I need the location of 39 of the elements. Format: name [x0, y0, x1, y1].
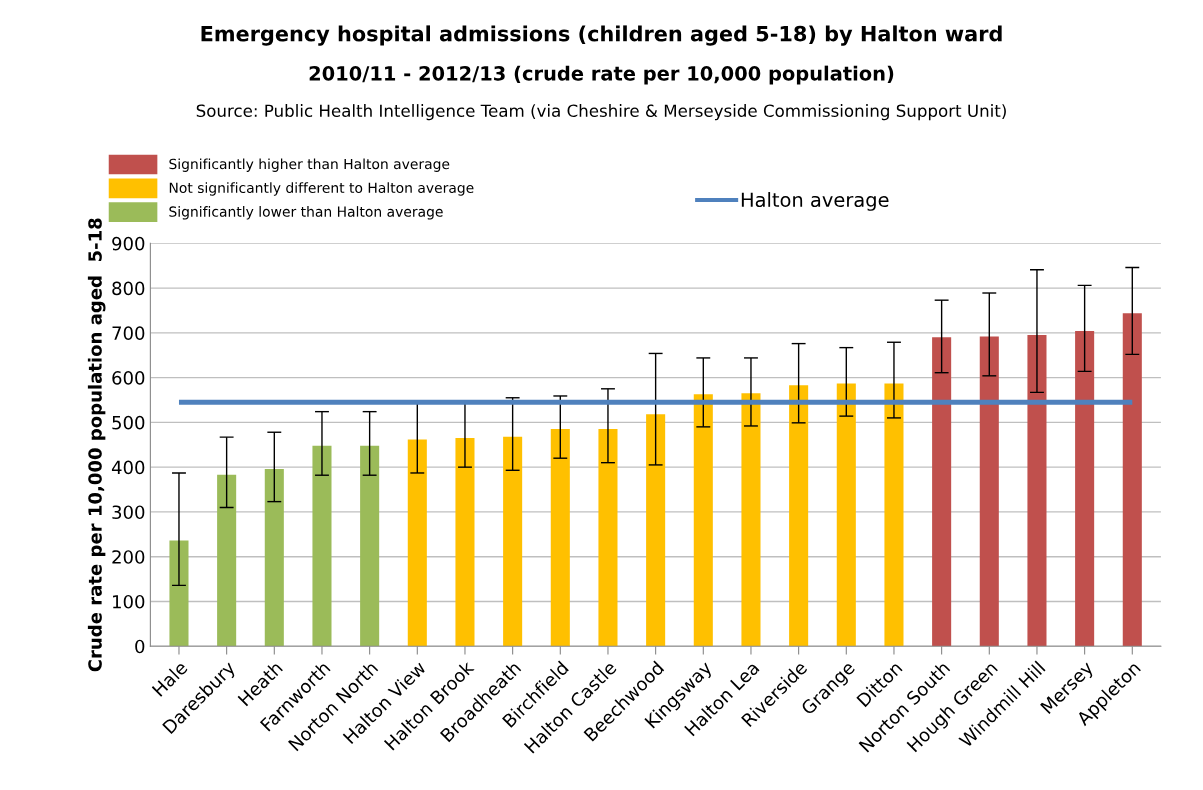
legend-label: Significantly lower than Halton average — [169, 206, 443, 220]
source-note: Source: Public Health Intelligence Team (via Cheshire & Merseyside Commissioning Support Unit) — [196, 104, 1006, 121]
bar — [1075, 331, 1095, 647]
y-tick-label: 500 — [112, 415, 145, 430]
bar — [884, 383, 904, 647]
bar — [312, 445, 332, 647]
bar — [407, 439, 427, 647]
bar — [932, 337, 952, 647]
y-tick-label: 600 — [112, 371, 145, 385]
bar — [217, 474, 237, 647]
bar — [789, 385, 809, 647]
bar — [598, 429, 618, 647]
y-tick-label: 400 — [111, 460, 145, 475]
bar — [169, 540, 189, 647]
legend-label: Significantly higher than Halton average — [169, 158, 450, 172]
bar — [1027, 335, 1047, 647]
bar — [693, 394, 713, 647]
bar — [455, 438, 475, 647]
y-tick-label: 700 — [112, 326, 145, 340]
legend-label: Not significantly different to Halton average — [169, 182, 474, 196]
bar — [1122, 313, 1142, 647]
y-tick-label: 200 — [112, 550, 145, 564]
bar — [836, 383, 856, 647]
y-tick-label: 0 — [135, 639, 145, 654]
legend-label: Halton average — [741, 192, 889, 211]
y-tick-label: 900 — [112, 236, 145, 251]
y-tick-label: 100 — [113, 594, 145, 609]
bar — [360, 445, 380, 647]
chart-subtitle: 2010/11 - 2012/13 (crude rate per 10,000 population) — [309, 65, 894, 85]
bar — [979, 336, 999, 647]
bar — [741, 393, 761, 647]
y-axis-title: Crude rate per 10,000 population aged 5-18 — [87, 218, 106, 672]
y-tick-label: 800 — [112, 281, 145, 296]
bar — [550, 429, 570, 647]
bar — [646, 414, 666, 647]
bar — [264, 468, 284, 647]
bar — [503, 436, 523, 647]
y-tick-label: 300 — [112, 505, 145, 520]
chart-title: Emergency hospital admissions (children aged 5-18) by Halton ward — [201, 25, 1002, 46]
